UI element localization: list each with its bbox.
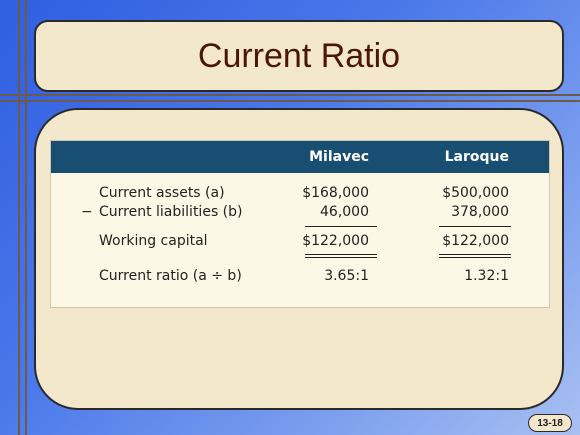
milavec-value: $168,000: [302, 185, 369, 201]
subtotal-rule: [439, 226, 511, 227]
milavec-value: $122,000: [302, 233, 369, 249]
comparison-table: Milavec Laroque Current assets (a) $168,…: [50, 140, 550, 308]
subtotal-rule: [305, 226, 377, 227]
row-label: Working capital: [99, 233, 208, 249]
frame-line-horizontal: [0, 100, 580, 102]
laroque-value: 1.32:1: [464, 268, 509, 284]
table-row: Current ratio (a ÷ b) 3.65:1 1.32:1: [51, 268, 549, 286]
laroque-value: $500,000: [442, 185, 509, 201]
row-label: Current liabilities (b): [99, 204, 243, 220]
slide-title: Current Ratio: [197, 36, 401, 75]
row-label: Current ratio (a ÷ b): [99, 268, 242, 284]
column-header-milavec: Milavec: [309, 149, 369, 165]
row-label: Current assets (a): [99, 185, 225, 201]
laroque-value: 378,000: [451, 204, 509, 220]
column-header-laroque: Laroque: [444, 149, 509, 165]
frame-line-vertical: [25, 0, 27, 435]
table-row: Working capital $122,000 $122,000: [51, 233, 549, 251]
total-double-rule: [439, 254, 511, 258]
minus-sign: −: [81, 204, 93, 220]
total-double-rule: [305, 254, 377, 258]
frame-line-horizontal: [0, 94, 580, 96]
milavec-value: 3.65:1: [324, 268, 369, 284]
milavec-value: 46,000: [320, 204, 369, 220]
title-panel: Current Ratio: [34, 20, 564, 92]
laroque-value: $122,000: [442, 233, 509, 249]
table-header: Milavec Laroque: [51, 141, 549, 173]
table-row: Current assets (a) $168,000 $500,000: [51, 185, 549, 203]
page-number: 13-18: [537, 417, 563, 429]
page-number-badge: 13-18: [528, 414, 572, 432]
frame-line-vertical: [18, 0, 20, 435]
table-row: − Current liabilities (b) 46,000 378,000: [51, 204, 549, 222]
